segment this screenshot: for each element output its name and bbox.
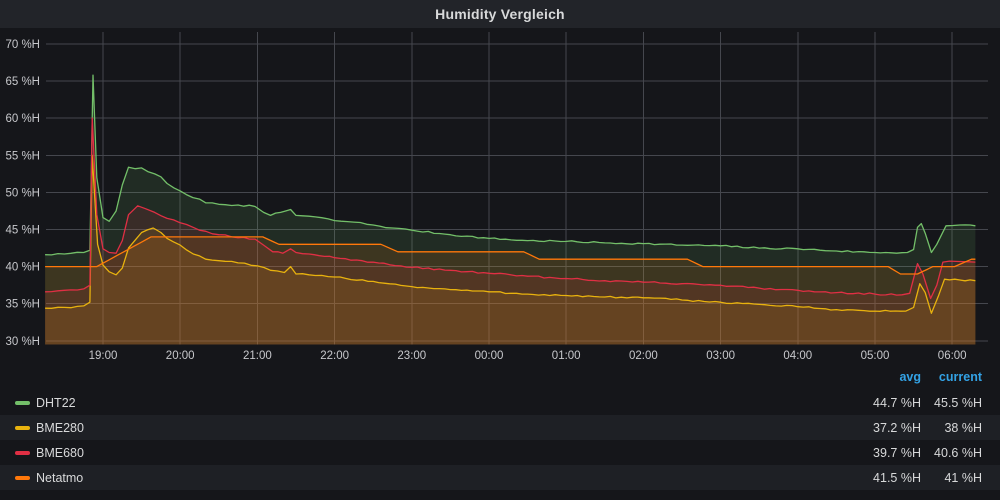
chart-series-lines <box>45 74 976 314</box>
y-axis-tick-label: 35 %H <box>5 299 40 311</box>
legend-swatch-netatmo[interactable] <box>15 476 30 480</box>
legend-swatch-dht22[interactable] <box>15 401 30 405</box>
chart-area-fills <box>45 75 976 345</box>
humidity-chart: 30 %H 35 %H 40 %H 45 %H 50 %H 55 %H 60 %H 65 %H… <box>5 32 988 362</box>
y-axis-tick-label: 30 %H <box>5 336 40 348</box>
legend-avg-value: 44.7 %H <box>873 395 921 410</box>
x-axis-tick-label: 20:00 <box>166 350 195 362</box>
legend-header-current[interactable]: current <box>938 370 982 384</box>
legend-series-name[interactable]: BME680 <box>36 445 84 460</box>
x-axis-tick-label: 03:00 <box>706 350 735 362</box>
series-fill-netatmo <box>45 236 976 345</box>
x-axis-tick-label: 05:00 <box>861 350 890 362</box>
series-line-netatmo <box>45 236 976 275</box>
series-fill-bme280 <box>45 155 976 345</box>
series-line-bme280 <box>45 154 976 314</box>
legend-current-value: 40.6 %H <box>934 445 982 460</box>
chart-gridlines <box>46 32 988 345</box>
y-axis-tick-label: 70 %H <box>5 39 40 51</box>
series-fill-bme680 <box>45 118 976 345</box>
y-axis-tick-label: 45 %H <box>5 225 40 237</box>
legend-header-row: avg current <box>0 370 1000 388</box>
legend-avg-value: 37.2 %H <box>873 420 921 435</box>
panel-title[interactable]: Humidity Vergleich <box>435 6 565 22</box>
legend-current-value: 45.5 %H <box>934 395 982 410</box>
legend-row-dht22: DHT22 44.7 %H 45.5 %H <box>0 390 1000 415</box>
legend-swatch-bme280[interactable] <box>15 426 30 430</box>
legend-current-value: 38 %H <box>944 420 982 435</box>
legend-series-name[interactable]: DHT22 <box>36 395 76 410</box>
panel-header: Humidity Vergleich <box>0 0 1000 28</box>
chart-plot-area[interactable] <box>46 32 988 345</box>
chart-axis-labels: 30 %H 35 %H 40 %H 45 %H 50 %H 55 %H 60 %H 65 %H… <box>5 39 966 362</box>
legend-avg-value: 41.5 %H <box>873 470 921 485</box>
x-axis-tick-label: 23:00 <box>397 350 426 362</box>
series-fill-dht22 <box>45 75 976 345</box>
series-line-bme680 <box>45 117 976 300</box>
x-axis-tick-label: 06:00 <box>938 350 967 362</box>
legend-header-avg[interactable]: avg <box>899 370 921 384</box>
y-axis-tick-label: 40 %H <box>5 262 40 274</box>
y-axis-tick-label: 50 %H <box>5 187 40 199</box>
x-axis-tick-label: 04:00 <box>783 350 812 362</box>
series-line-dht22 <box>45 74 976 256</box>
legend-row-bme680: BME680 39.7 %H 40.6 %H <box>0 440 1000 465</box>
x-axis-tick-label: 19:00 <box>89 350 118 362</box>
x-axis-tick-label: 02:00 <box>629 350 658 362</box>
x-axis-tick-label: 00:00 <box>475 350 504 362</box>
legend-series-name[interactable]: Netatmo <box>36 470 84 485</box>
legend-swatch-bme680[interactable] <box>15 451 30 455</box>
x-axis-tick-label: 22:00 <box>320 350 349 362</box>
legend-row-netatmo: Netatmo 41.5 %H 41 %H <box>0 465 1000 490</box>
legend-current-value: 41 %H <box>944 470 982 485</box>
legend-row-bme280: BME280 37.2 %H 38 %H <box>0 415 1000 440</box>
y-axis-tick-label: 55 %H <box>5 150 40 162</box>
legend-table: avg current DHT22 44.7 %H 45.5 %H BME280 37.… <box>0 366 1000 500</box>
x-axis-tick-label: 21:00 <box>243 350 272 362</box>
y-axis-tick-label: 60 %H <box>5 113 40 125</box>
x-axis-tick-label: 01:00 <box>552 350 581 362</box>
y-axis-tick-label: 65 %H <box>5 76 40 88</box>
legend-series-name[interactable]: BME280 <box>36 420 84 435</box>
legend-avg-value: 39.7 %H <box>873 445 921 460</box>
